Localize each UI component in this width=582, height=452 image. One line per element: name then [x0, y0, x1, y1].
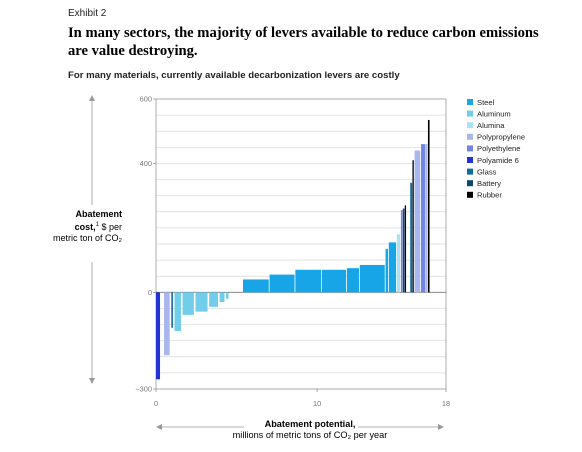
- legend-swatch: [467, 133, 473, 140]
- legend-label: Polyamide 6: [477, 156, 519, 165]
- bar-steel: [295, 269, 322, 293]
- legend-label: Aluminum: [477, 109, 511, 118]
- y-arrow-down-icon: [89, 378, 95, 384]
- legend-swatch: [467, 110, 473, 117]
- y-tick-label: 0: [148, 288, 152, 297]
- x-arrow-right-icon: [438, 424, 444, 430]
- y-axis-label-bold: Abatement cost,: [74, 209, 122, 232]
- bar-steel: [243, 279, 269, 293]
- y-axis-label-footnote: 1: [95, 222, 99, 228]
- bar-alumina: [396, 234, 401, 293]
- legend-label: Battery: [477, 179, 501, 188]
- bar-polyamide-6: [156, 292, 161, 380]
- y-axis-label-rest: $ per metric ton of CO₂: [52, 222, 122, 243]
- legend-swatch: [467, 191, 473, 198]
- bar-aluminum: [219, 292, 225, 302]
- y-arrow-up-icon: [89, 95, 95, 101]
- bar-aluminum: [195, 292, 208, 312]
- plot-frame: [155, 98, 447, 390]
- bar-polyethylene: [421, 144, 426, 293]
- bar-rubber: [412, 160, 414, 293]
- bar-polyethylene: [400, 210, 403, 293]
- y-tick-label: 600: [140, 95, 152, 104]
- axis-arrows: [89, 95, 444, 430]
- x-tick-label: 10: [313, 399, 321, 408]
- bar-aluminum: [226, 292, 229, 299]
- x-tick-label: 18: [442, 399, 450, 408]
- bar-glass: [171, 292, 173, 328]
- bar-polypropylene: [164, 292, 170, 356]
- bar-polypropylene: [414, 150, 421, 293]
- legend-label: Glass: [477, 167, 497, 176]
- bar-battery: [402, 208, 405, 293]
- legend-swatch: [467, 99, 473, 105]
- x-axis-label-rest: millions of metric tons of CO₂ per year: [232, 430, 388, 440]
- legend-swatch: [467, 168, 473, 175]
- y-tick-label: −300: [135, 385, 152, 394]
- legend: Steel Aluminum Alumina Polypropylene Polyeth…: [467, 98, 525, 200]
- chart-headline: In many sectors, the majority of levers …: [68, 25, 539, 59]
- legend-swatch: [467, 122, 473, 129]
- x-tick-label: 0: [154, 399, 158, 408]
- bar-steel: [321, 269, 347, 293]
- legend-label: Polypropylene: [477, 133, 525, 142]
- legend-label: Alumina: [477, 121, 505, 130]
- bar-steel: [269, 274, 295, 293]
- bar-steel: [388, 242, 397, 293]
- y-axis-label: Abatement cost,1 $ per metric ton of CO₂: [52, 209, 122, 244]
- x-axis-label-bold: Abatement potential,: [264, 419, 356, 429]
- bar-steel: [359, 264, 385, 293]
- bar-polypropylene: [425, 144, 428, 293]
- bar-glass: [410, 182, 413, 293]
- bar-rubber: [404, 205, 407, 293]
- legend-swatch: [467, 180, 473, 187]
- exhibit-label: Exhibit 2: [68, 8, 107, 19]
- bar-steel: [385, 248, 388, 293]
- legend-label: Polyethylene: [477, 144, 520, 153]
- bar-aluminum: [174, 292, 181, 331]
- x-arrow-left-icon: [156, 424, 162, 430]
- legend-label: Rubber: [477, 191, 502, 200]
- legend-swatch: [467, 157, 473, 163]
- legend-label: Steel: [477, 98, 495, 107]
- bar-steel: [346, 268, 359, 293]
- legend-swatch: [467, 145, 473, 152]
- chart-subtitle: For many materials, currently available …: [68, 70, 400, 81]
- bars: [156, 119, 430, 380]
- bar-aluminum: [209, 292, 219, 307]
- x-axis-label: Abatement potential, millions of metric …: [170, 419, 450, 441]
- bar-aluminum: [182, 292, 194, 315]
- bar-rubber: [427, 119, 430, 293]
- y-tick-label: 400: [140, 159, 152, 168]
